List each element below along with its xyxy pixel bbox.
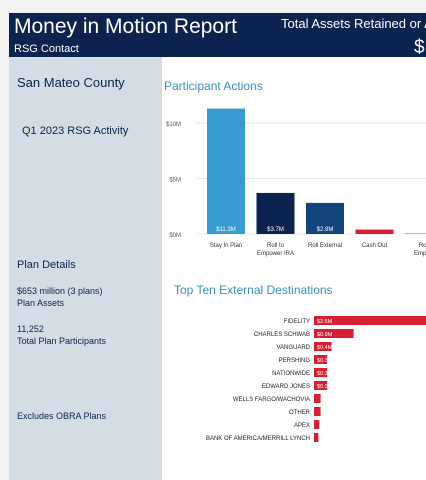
- report-subtitle: RSG Contact: [14, 43, 79, 55]
- participants-stat: 11,252 Total Plan Participants: [17, 323, 106, 347]
- total-assets-label: Total Assets Retained or A: [281, 16, 426, 31]
- participants-label: Total Plan Participants: [17, 336, 107, 346]
- activity-period: Q1 2023 RSG Activity: [22, 125, 129, 137]
- sidebar-panel: San Mateo County Q1 2023 RSG Activity Pl…: [9, 57, 162, 480]
- destination-label: OTHER: [289, 410, 311, 416]
- destination-label: APEX: [294, 423, 310, 429]
- action-bar: [405, 232, 426, 234]
- county-name: San Mateo County: [17, 75, 125, 90]
- x-category-label: Empower IRA: [257, 251, 294, 257]
- destination-bar: [314, 368, 328, 377]
- bar-data-label: $3.7M: [267, 227, 284, 233]
- participants-value: 11,252: [17, 324, 44, 334]
- destination-data-label: $0.3M: [317, 358, 333, 364]
- destination-label: FIDELITY: [284, 319, 310, 325]
- destination-label: BANK OF AMERICA/MERRILL LYNCH: [206, 436, 310, 442]
- x-category-label: Roll External: [308, 243, 342, 249]
- destination-bar: [314, 355, 328, 364]
- destination-bar: [314, 381, 328, 390]
- destination-data-label: $0.4M: [317, 345, 333, 351]
- participant-actions-chart: $0M $5M $10M $11.3M Stay In Plan $3.7M Roll to…: [166, 108, 426, 257]
- plan-assets-value: $653 million (3 plans): [17, 286, 103, 296]
- x-category-label: Cash Out: [362, 243, 388, 249]
- action-bar: [256, 192, 295, 234]
- report-canvas: Money in Motion Report RSG Contact Total…: [9, 13, 426, 480]
- top-ten-title: Top Ten External Destinations: [174, 283, 333, 297]
- plan-details-heading: Plan Details: [17, 259, 76, 271]
- participant-actions-title: Participant Actions: [164, 79, 263, 93]
- destination-label: WELLS FARGO/WACHOVIA: [233, 397, 310, 403]
- bar-data-label: $11.3M: [216, 227, 236, 233]
- y-tick-label: $5M: [169, 178, 181, 184]
- destination-data-label: $0.9M: [317, 332, 333, 338]
- plan-assets-stat: $653 million (3 plans) Plan Assets: [17, 285, 103, 309]
- action-bar: [207, 108, 245, 234]
- destination-data-label: $0.3M: [317, 384, 333, 390]
- total-assets-value: $: [414, 37, 425, 58]
- plan-assets-label: Plan Assets: [17, 298, 65, 308]
- obra-note: Excludes OBRA Plans: [17, 411, 107, 421]
- destination-bar: [314, 394, 321, 403]
- destination-label: EDWARD JONES: [262, 384, 310, 390]
- destination-bar: [314, 407, 321, 416]
- destination-label: PERSHING: [279, 358, 311, 364]
- x-category-label: Roll: [419, 243, 426, 249]
- destination-bar: [314, 420, 320, 429]
- destination-label: CHARLES SCHWAB: [254, 332, 310, 338]
- destination-bar: [314, 329, 354, 338]
- y-tick-label: $10M: [166, 122, 181, 128]
- destination-bar: [314, 316, 426, 325]
- report-header: Money in Motion Report RSG Contact Total…: [9, 13, 426, 58]
- destination-bar: [314, 433, 319, 442]
- destination-data-label: $2.6M: [317, 319, 333, 325]
- y-tick-label: $0M: [169, 233, 181, 239]
- report-title: Money in Motion Report: [14, 15, 237, 38]
- x-category-label: Empow: [414, 251, 426, 257]
- destination-label: VANGUARD: [276, 345, 310, 351]
- top-destinations-chart: FIDELITY $2.6M CHARLES SCHWAB $0.9M VANGUARD…: [206, 316, 426, 442]
- action-bar: [355, 229, 394, 234]
- bar-data-label: $2.8M: [317, 227, 334, 233]
- destination-label: NATIONWIDE: [272, 371, 310, 377]
- x-category-label: Stay In Plan: [210, 243, 242, 249]
- action-bar: [306, 202, 344, 234]
- x-category-label: Roll to: [267, 243, 285, 249]
- destination-data-label: $0.3M: [317, 371, 333, 377]
- destination-bar: [314, 342, 332, 351]
